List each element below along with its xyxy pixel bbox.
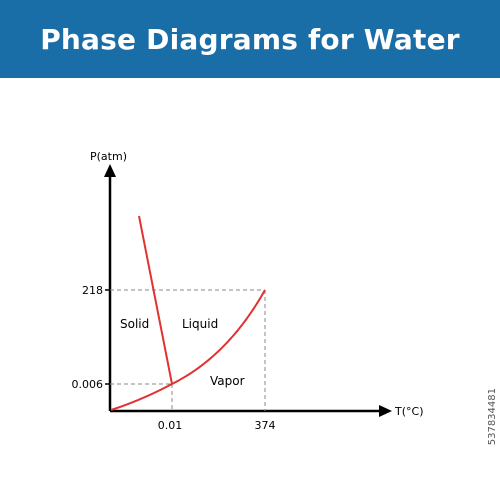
y-tick-label-218: 218 (82, 284, 103, 297)
title-banner: Phase Diagrams for Water (0, 0, 500, 78)
region-label-liquid: Liquid (182, 317, 218, 331)
liquid-vapor-boundary (171, 289, 266, 385)
region-label-vapor: Vapor (210, 374, 245, 388)
y-axis-arrow (104, 164, 116, 177)
y-tick-label-0006: 0.006 (72, 378, 104, 391)
region-label-solid: Solid (120, 317, 149, 331)
x-tick-label-001: 0.01 (158, 419, 183, 432)
stock-id: 537834481 (487, 388, 498, 446)
solid-vapor-boundary (110, 383, 173, 411)
solid-liquid-boundary (138, 215, 173, 385)
x-tick-label-374: 374 (255, 419, 276, 432)
x-axis-arrow (379, 405, 392, 417)
x-axis-label: T(°C) (394, 405, 423, 418)
page-title: Phase Diagrams for Water (40, 22, 460, 56)
y-axis-label: P(atm) (90, 150, 127, 163)
